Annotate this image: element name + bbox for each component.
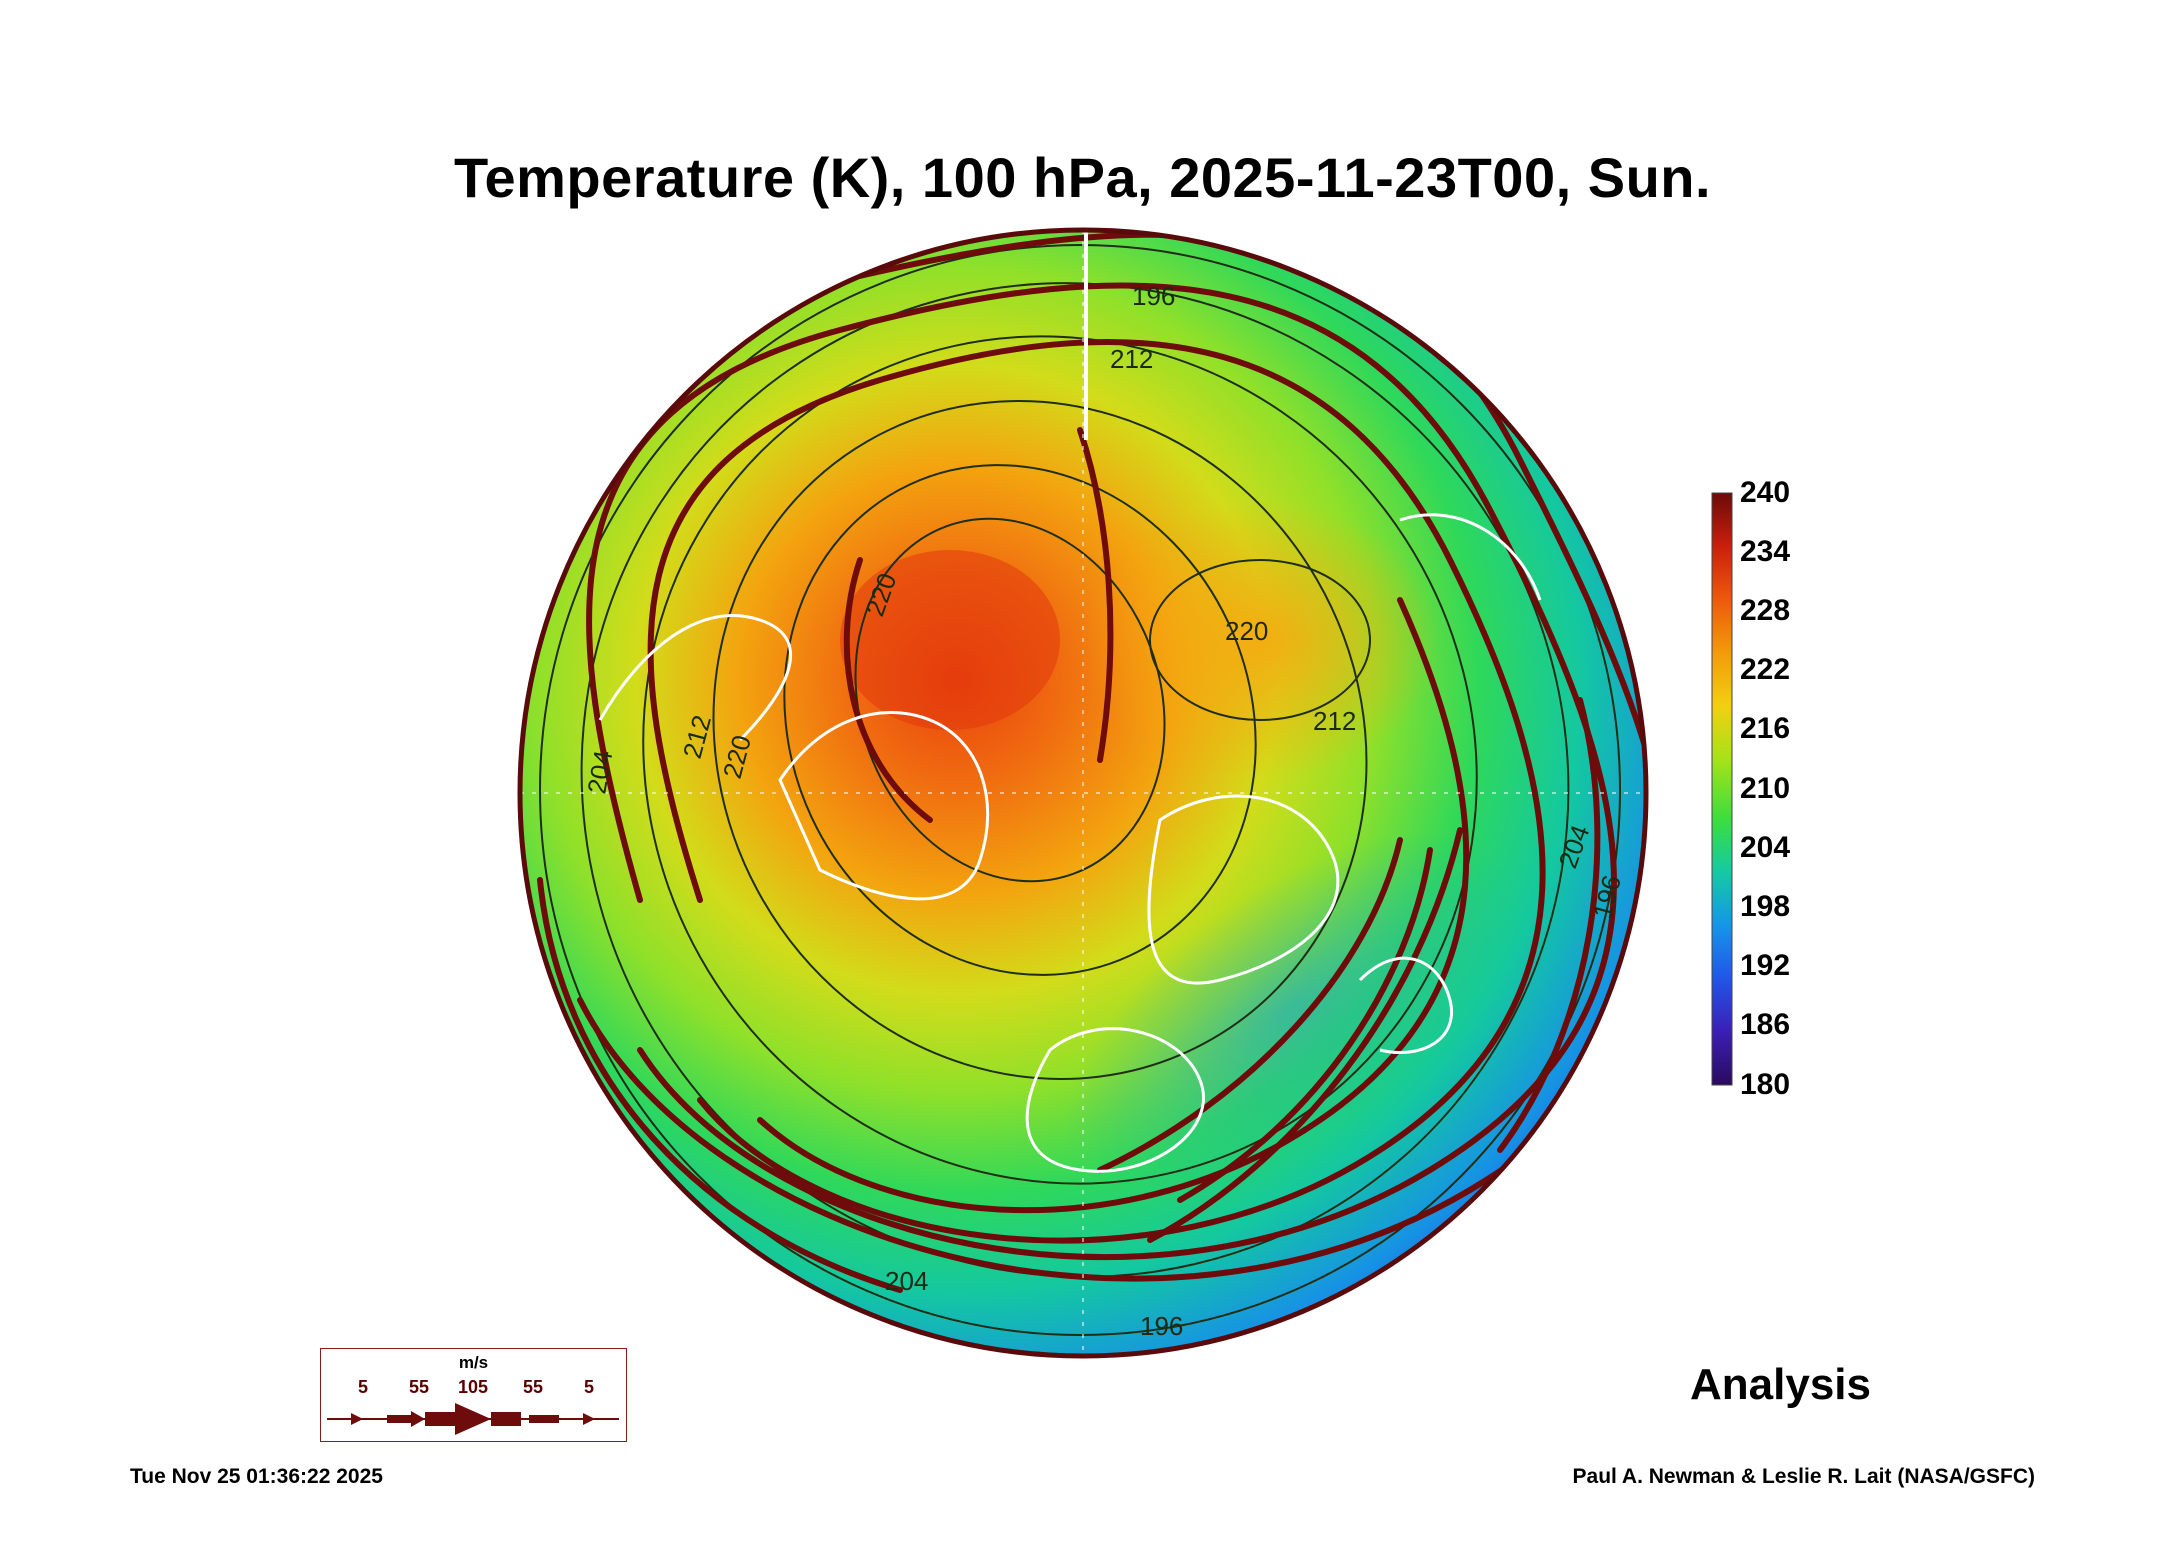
legend-tick: 105 [457,1377,489,1397]
contour-label: 204 [885,1266,928,1296]
colorbar-label: 192 [1740,949,1791,982]
analysis-label: Analysis [1690,1360,1871,1409]
legend-unit: m/s [458,1353,489,1372]
contour-label: 212 [1110,344,1153,374]
contour-label: 212 [1313,706,1356,736]
contour-label: 196 [1132,281,1175,311]
credit: Paul A. Newman & Leslie R. Lait (NASA/GS… [1572,1465,2035,1488]
legend-tick: 55 [522,1377,544,1397]
timestamp: Tue Nov 25 01:36:22 2025 [130,1465,383,1488]
legend-tick: 55 [408,1377,430,1397]
page-title: Temperature (K), 100 hPa, 2025-11-23T00,… [453,146,1712,209]
colorbar-label: 222 [1740,653,1791,686]
colorbar-label: 198 [1740,890,1791,923]
legend-tick: 5 [583,1377,595,1397]
coastlines [598,513,1542,1173]
legend-arrow-scale [327,1403,619,1435]
contour-label: 196 [1140,1311,1183,1341]
colorbar-label: 180 [1740,1068,1791,1101]
colorbar-label: 228 [1740,594,1791,627]
wind-streamlines [537,231,1646,1293]
colorbar-label: 210 [1740,772,1791,805]
colorbar [1711,492,1733,1086]
wind-speed-legend: m/s 5 55 105 55 5 [320,1348,627,1442]
colorbar-label: 216 [1740,712,1791,745]
colorbar-label: 186 [1740,1008,1791,1041]
globe-outline [517,227,1649,1359]
legend-tick: 5 [357,1377,369,1397]
colorbar-label: 234 [1740,535,1791,568]
contour-label: 220 [1225,616,1268,646]
graticule [520,230,1646,1356]
colorbar-label: 240 [1740,476,1791,509]
colorbar-label: 204 [1740,831,1791,864]
contour-label: 204 [581,748,618,796]
